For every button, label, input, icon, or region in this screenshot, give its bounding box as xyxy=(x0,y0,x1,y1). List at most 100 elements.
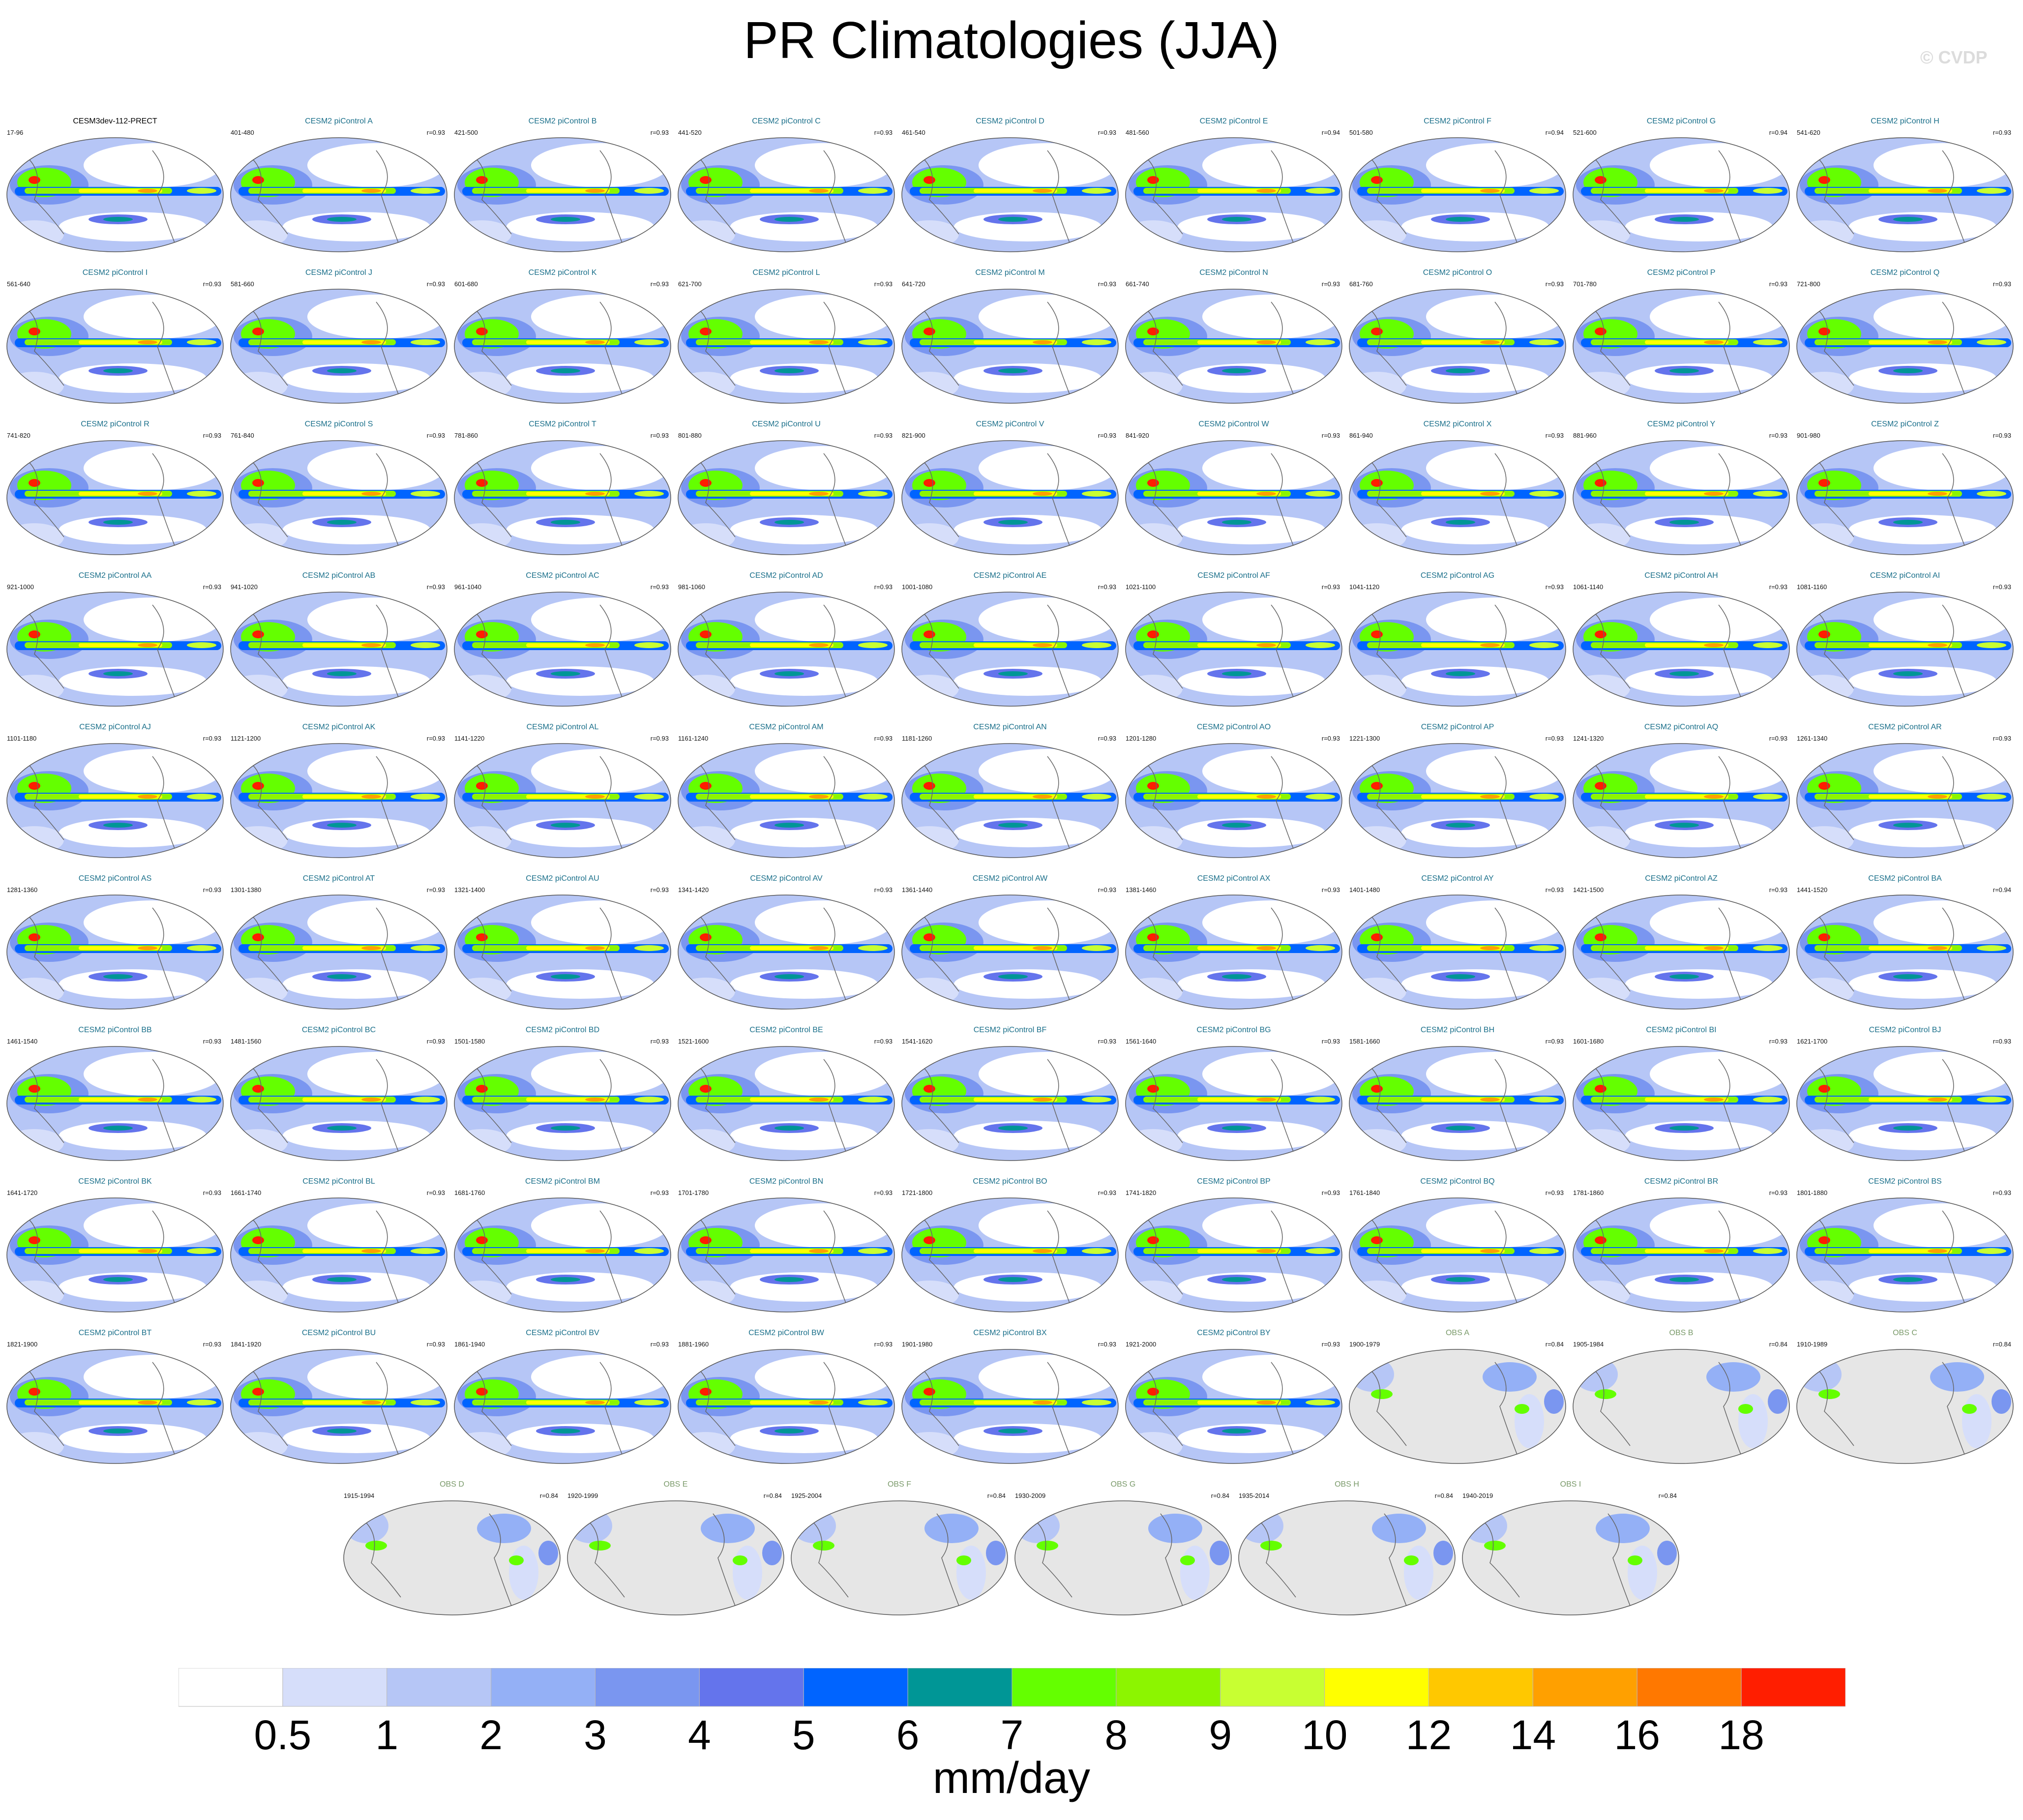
panel-years: 1921-2000 xyxy=(1126,1341,1157,1348)
map-panel: CESM2 piControl BO 1721-1800 r=0.93 xyxy=(900,1174,1120,1322)
panel-correlation: r=0.93 xyxy=(203,432,221,439)
obs-map xyxy=(1238,1500,1456,1615)
model-map xyxy=(6,1197,224,1313)
panel-title: CESM2 piControl A xyxy=(305,117,373,125)
panel-correlation: r=0.94 xyxy=(1545,129,1564,136)
map-panel: CESM2 piControl AX 1381-1460 r=0.93 xyxy=(1124,871,1344,1019)
map-panel: CESM2 piControl AR 1261-1340 r=0.93 xyxy=(1795,720,2015,867)
panel-years: 1001-1080 xyxy=(902,583,933,591)
panel-title: CESM2 piControl AV xyxy=(750,874,823,883)
model-map xyxy=(678,440,895,555)
panel-years: 1930-2009 xyxy=(1015,1492,1046,1499)
map-panel: OBS I 1940-2019 r=0.84 xyxy=(1460,1477,1681,1625)
panel-title: CESM2 piControl P xyxy=(1647,269,1716,277)
panel-years: 1661-1740 xyxy=(231,1189,262,1196)
panel-correlation: r=0.93 xyxy=(650,1341,669,1348)
panel-correlation: r=0.93 xyxy=(1545,280,1564,288)
panel-correlation: r=0.93 xyxy=(874,432,892,439)
map-panel: CESM2 piControl AM 1161-1240 r=0.93 xyxy=(676,720,896,867)
panel-correlation: r=0.93 xyxy=(874,1189,892,1196)
panel-correlation: r=0.93 xyxy=(203,583,221,591)
panel-correlation: r=0.84 xyxy=(1211,1492,1229,1499)
map-panel: CESM2 piControl BK 1641-1720 r=0.93 xyxy=(5,1174,225,1322)
map-panel: CESM2 piControl BM 1681-1760 r=0.93 xyxy=(452,1174,673,1322)
map-panel: CESM2 piControl D 461-540 r=0.93 xyxy=(900,114,1120,262)
colorbar-tick-label: 0.5 xyxy=(254,1712,312,1758)
colorbar-swatch xyxy=(803,1668,908,1707)
map-panel: CESM2 piControl R 741-820 r=0.93 xyxy=(5,417,225,565)
panel-years: 1741-1820 xyxy=(1126,1189,1157,1196)
panel-years: 1781-1860 xyxy=(1573,1189,1604,1196)
map-panel: CESM2 piControl BB 1461-1540 r=0.93 xyxy=(5,1023,225,1170)
model-map xyxy=(230,743,447,858)
panel-title: CESM2 piControl AZ xyxy=(1645,874,1718,883)
model-map xyxy=(454,137,671,252)
map-panel: CESM2 piControl T 781-860 r=0.93 xyxy=(452,417,673,565)
map-panel: CESM2 piControl I 561-640 r=0.93 xyxy=(5,266,225,413)
map-panel: CESM2 piControl AI 1081-1160 r=0.93 xyxy=(1795,568,2015,716)
map-panel: CESM2 piControl AZ 1421-1500 r=0.93 xyxy=(1571,871,1791,1019)
model-map xyxy=(901,592,1119,707)
panel-correlation: r=0.93 xyxy=(203,735,221,742)
panel-title: CESM2 piControl AK xyxy=(302,723,376,731)
model-map xyxy=(1796,1046,2014,1161)
panel-years: 861-940 xyxy=(1349,432,1373,439)
colorbar-tick-label: 14 xyxy=(1510,1712,1556,1758)
colorbar-swatch xyxy=(282,1668,387,1707)
page-title: PR Climatologies (JJA) xyxy=(744,11,1279,69)
panel-correlation: r=0.93 xyxy=(426,1038,445,1045)
panel-title: CESM2 piControl Z xyxy=(1871,420,1939,428)
panel-title: OBS I xyxy=(1560,1480,1581,1489)
panel-title: CESM2 piControl AP xyxy=(1421,723,1494,731)
colorbar-tick-label: 16 xyxy=(1614,1712,1660,1758)
panel-title: CESM2 piControl J xyxy=(305,269,373,277)
panel-title: CESM2 piControl BV xyxy=(526,1329,599,1337)
panel-correlation: r=0.93 xyxy=(426,280,445,288)
map-panel: CESM2 piControl BY 1921-2000 r=0.93 xyxy=(1124,1326,1344,1473)
map-panel: CESM2 piControl BR 1781-1860 r=0.93 xyxy=(1571,1174,1791,1322)
map-panel: CESM2 piControl BS 1801-1880 r=0.93 xyxy=(1795,1174,2015,1322)
panel-title: CESM2 piControl BR xyxy=(1644,1177,1719,1186)
panel-title: OBS C xyxy=(1893,1329,1917,1337)
panel-years: 1621-1700 xyxy=(1797,1038,1828,1045)
panel-years: 441-520 xyxy=(678,129,702,136)
map-panel: CESM2 piControl BP 1741-1820 r=0.93 xyxy=(1124,1174,1344,1322)
map-panel: CESM2 piControl U 801-880 r=0.93 xyxy=(676,417,896,565)
panel-years: 1821-1900 xyxy=(7,1341,38,1348)
panel-years: 1341-1420 xyxy=(678,886,709,894)
model-map xyxy=(678,289,895,404)
map-panel: CESM2 piControl X 861-940 r=0.93 xyxy=(1347,417,1568,565)
model-map xyxy=(678,743,895,858)
colorbar-tick-label: 7 xyxy=(1000,1712,1024,1758)
map-panel: CESM2 piControl AK 1121-1200 r=0.93 xyxy=(229,720,449,867)
panel-correlation: r=0.93 xyxy=(1769,886,1787,894)
model-map xyxy=(1349,289,1566,404)
panel-correlation: r=0.93 xyxy=(874,1341,892,1348)
map-panel: CESM2 piControl BF 1541-1620 r=0.93 xyxy=(900,1023,1120,1170)
panel-years: 1910-1989 xyxy=(1797,1341,1828,1348)
panel-correlation: r=0.93 xyxy=(650,886,669,894)
map-panel: CESM2 piControl Q 721-800 r=0.93 xyxy=(1795,266,2015,413)
map-panel: CESM2 piControl AN 1181-1260 r=0.93 xyxy=(900,720,1120,867)
model-map xyxy=(454,743,671,858)
panel-correlation: r=0.93 xyxy=(1321,280,1340,288)
model-map xyxy=(678,1046,895,1161)
map-panel: CESM2 piControl V 821-900 r=0.93 xyxy=(900,417,1120,565)
panel-years: 1041-1120 xyxy=(1349,583,1380,591)
colorbar-tick-label: 5 xyxy=(792,1712,815,1758)
map-panel: CESM2 piControl BT 1821-1900 r=0.93 xyxy=(5,1326,225,1473)
model-map xyxy=(6,743,224,858)
panel-correlation: r=0.93 xyxy=(650,432,669,439)
panel-years: 1141-1220 xyxy=(454,735,485,742)
model-map xyxy=(1349,1197,1566,1313)
panel-correlation: r=0.93 xyxy=(1098,1038,1116,1045)
map-panel: OBS H 1935-2014 r=0.84 xyxy=(1237,1477,1457,1625)
panel-years: 1361-1440 xyxy=(902,886,933,894)
panel-years: 401-480 xyxy=(231,129,254,136)
panel-years: 1935-2014 xyxy=(1239,1492,1270,1499)
panel-years: 1261-1340 xyxy=(1797,735,1828,742)
panel-years: 1381-1460 xyxy=(1126,886,1157,894)
model-map xyxy=(1573,1197,1790,1313)
panel-correlation: r=0.93 xyxy=(1993,129,2011,136)
panel-years: 1841-1920 xyxy=(231,1341,262,1348)
